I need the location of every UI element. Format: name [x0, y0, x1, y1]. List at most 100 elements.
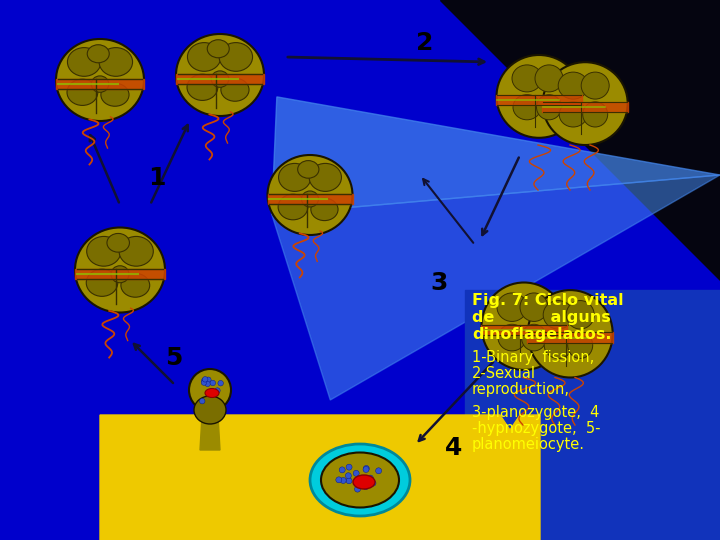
Polygon shape	[100, 415, 540, 540]
Ellipse shape	[340, 477, 346, 483]
Text: 2-Sexual: 2-Sexual	[472, 366, 536, 381]
Ellipse shape	[211, 390, 216, 395]
Ellipse shape	[535, 65, 563, 92]
Ellipse shape	[567, 332, 593, 359]
Text: planomeiocyte.: planomeiocyte.	[472, 437, 585, 452]
Ellipse shape	[268, 155, 353, 235]
Ellipse shape	[512, 65, 542, 92]
Ellipse shape	[101, 83, 129, 106]
Polygon shape	[481, 325, 567, 335]
Text: 1-Binary  fission,: 1-Binary fission,	[472, 350, 594, 365]
Ellipse shape	[68, 48, 101, 76]
Ellipse shape	[336, 477, 342, 483]
Ellipse shape	[346, 464, 352, 470]
Ellipse shape	[56, 39, 144, 121]
Ellipse shape	[199, 399, 205, 404]
Polygon shape	[271, 97, 720, 214]
Ellipse shape	[205, 381, 210, 387]
Ellipse shape	[581, 72, 609, 99]
Ellipse shape	[297, 160, 319, 178]
Ellipse shape	[86, 269, 118, 296]
Ellipse shape	[91, 76, 109, 92]
Ellipse shape	[498, 325, 526, 351]
Polygon shape	[271, 175, 720, 400]
Ellipse shape	[363, 467, 369, 472]
Ellipse shape	[544, 332, 572, 359]
Ellipse shape	[87, 45, 109, 63]
Text: de          alguns: de alguns	[472, 310, 611, 325]
Ellipse shape	[367, 475, 373, 481]
Ellipse shape	[187, 74, 218, 100]
Polygon shape	[465, 290, 720, 540]
Ellipse shape	[497, 55, 582, 138]
Ellipse shape	[346, 478, 352, 484]
Ellipse shape	[215, 388, 220, 393]
Text: 2: 2	[416, 31, 433, 55]
Polygon shape	[268, 194, 353, 204]
Ellipse shape	[566, 301, 594, 329]
Polygon shape	[75, 269, 165, 279]
Text: -hypnozygote,  5-: -hypnozygote, 5-	[472, 421, 600, 436]
Text: 3-planozygote,  4: 3-planozygote, 4	[472, 405, 599, 420]
Ellipse shape	[99, 48, 132, 76]
Ellipse shape	[67, 79, 98, 105]
Ellipse shape	[119, 237, 153, 266]
Ellipse shape	[309, 164, 341, 191]
Ellipse shape	[370, 480, 376, 486]
Text: Fig. 7: Ciclo vital: Fig. 7: Ciclo vital	[472, 293, 624, 308]
Ellipse shape	[207, 40, 229, 58]
Ellipse shape	[207, 390, 212, 396]
Ellipse shape	[302, 191, 318, 207]
Ellipse shape	[210, 380, 215, 386]
Text: 1: 1	[148, 166, 166, 190]
Ellipse shape	[559, 102, 588, 127]
Ellipse shape	[354, 470, 359, 476]
Text: reproduction,: reproduction,	[472, 382, 570, 397]
Ellipse shape	[194, 396, 226, 424]
Ellipse shape	[189, 369, 231, 411]
Ellipse shape	[205, 388, 219, 397]
Polygon shape	[176, 74, 264, 84]
Ellipse shape	[536, 94, 562, 120]
Ellipse shape	[221, 78, 249, 101]
Ellipse shape	[558, 72, 588, 99]
Ellipse shape	[346, 472, 351, 479]
Ellipse shape	[482, 282, 567, 370]
Ellipse shape	[363, 484, 369, 490]
Ellipse shape	[353, 475, 375, 489]
Ellipse shape	[201, 380, 207, 386]
Text: 3: 3	[430, 271, 447, 295]
Ellipse shape	[202, 378, 207, 383]
Ellipse shape	[206, 377, 211, 382]
Ellipse shape	[75, 227, 165, 313]
Ellipse shape	[543, 301, 573, 329]
Ellipse shape	[111, 266, 129, 283]
Polygon shape	[542, 102, 628, 112]
Polygon shape	[56, 79, 144, 89]
Ellipse shape	[497, 293, 527, 321]
Ellipse shape	[310, 444, 410, 516]
Polygon shape	[440, 0, 720, 280]
Ellipse shape	[321, 453, 399, 508]
Polygon shape	[496, 95, 582, 105]
Ellipse shape	[187, 43, 221, 71]
Ellipse shape	[311, 198, 338, 221]
Ellipse shape	[364, 465, 369, 471]
Ellipse shape	[528, 290, 613, 377]
Ellipse shape	[339, 467, 345, 473]
Ellipse shape	[218, 381, 223, 386]
Ellipse shape	[107, 233, 130, 252]
Polygon shape	[527, 333, 613, 343]
Ellipse shape	[211, 71, 229, 87]
Ellipse shape	[582, 102, 608, 127]
Ellipse shape	[513, 94, 541, 120]
Ellipse shape	[279, 164, 311, 191]
Ellipse shape	[86, 237, 121, 266]
Text: dinoflagelados.: dinoflagelados.	[472, 327, 611, 342]
Text: 4: 4	[445, 436, 462, 460]
Ellipse shape	[278, 194, 308, 220]
Ellipse shape	[121, 273, 150, 297]
Ellipse shape	[219, 43, 253, 71]
Ellipse shape	[376, 468, 382, 474]
Ellipse shape	[521, 325, 546, 351]
